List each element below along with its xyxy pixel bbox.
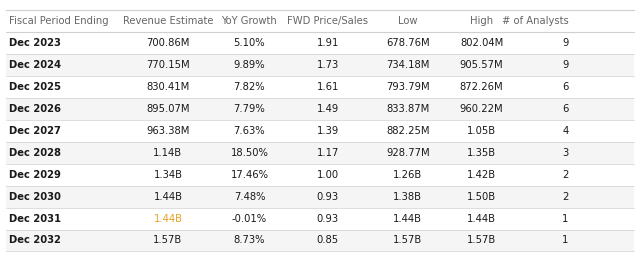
Text: Low: Low bbox=[398, 16, 417, 26]
Text: Dec 2026: Dec 2026 bbox=[9, 104, 61, 114]
Text: 1.39: 1.39 bbox=[317, 126, 339, 136]
Text: 4: 4 bbox=[562, 126, 568, 136]
Text: 1.49: 1.49 bbox=[317, 104, 339, 114]
Text: 1.44B: 1.44B bbox=[467, 214, 496, 224]
Text: 734.18M: 734.18M bbox=[386, 60, 429, 70]
Text: 5.10%: 5.10% bbox=[234, 38, 265, 48]
Bar bbox=[6, 186, 634, 208]
Bar bbox=[6, 120, 634, 142]
Text: 6: 6 bbox=[562, 104, 568, 114]
Text: 1.00: 1.00 bbox=[317, 170, 339, 180]
Text: 1.14B: 1.14B bbox=[154, 148, 182, 158]
Text: 1.35B: 1.35B bbox=[467, 148, 496, 158]
Text: 895.07M: 895.07M bbox=[146, 104, 189, 114]
Text: 9: 9 bbox=[562, 38, 568, 48]
Bar bbox=[6, 208, 634, 230]
Text: YoY Growth: YoY Growth bbox=[221, 16, 277, 26]
Text: 1: 1 bbox=[562, 235, 568, 246]
Text: Fiscal Period Ending: Fiscal Period Ending bbox=[9, 16, 109, 26]
Text: 9: 9 bbox=[562, 60, 568, 70]
Text: 793.79M: 793.79M bbox=[386, 82, 429, 92]
Text: 1.57B: 1.57B bbox=[467, 235, 496, 246]
Text: 0.93: 0.93 bbox=[317, 214, 339, 224]
Text: Dec 2028: Dec 2028 bbox=[9, 148, 61, 158]
Text: 18.50%: 18.50% bbox=[230, 148, 268, 158]
Text: 882.25M: 882.25M bbox=[386, 126, 429, 136]
Text: 830.41M: 830.41M bbox=[147, 82, 189, 92]
Text: 9.89%: 9.89% bbox=[234, 60, 265, 70]
Bar bbox=[6, 164, 634, 186]
Text: 963.38M: 963.38M bbox=[146, 126, 189, 136]
Bar bbox=[6, 142, 634, 164]
Bar bbox=[6, 98, 634, 120]
Text: 1.44B: 1.44B bbox=[154, 214, 182, 224]
Bar bbox=[6, 54, 634, 76]
Text: 872.26M: 872.26M bbox=[460, 82, 503, 92]
Text: Dec 2024: Dec 2024 bbox=[9, 60, 61, 70]
Text: 960.22M: 960.22M bbox=[460, 104, 503, 114]
Text: 770.15M: 770.15M bbox=[146, 60, 189, 70]
Text: 0.93: 0.93 bbox=[317, 192, 339, 202]
Text: 1.73: 1.73 bbox=[317, 60, 339, 70]
Text: Dec 2032: Dec 2032 bbox=[9, 235, 61, 246]
Text: 7.82%: 7.82% bbox=[234, 82, 265, 92]
Text: # of Analysts: # of Analysts bbox=[502, 16, 568, 26]
Text: 1.57B: 1.57B bbox=[153, 235, 182, 246]
Text: 700.86M: 700.86M bbox=[146, 38, 189, 48]
Text: 7.79%: 7.79% bbox=[234, 104, 266, 114]
Text: 1.61: 1.61 bbox=[317, 82, 339, 92]
Text: Dec 2030: Dec 2030 bbox=[9, 192, 61, 202]
Text: 0.85: 0.85 bbox=[317, 235, 339, 246]
Text: 905.57M: 905.57M bbox=[460, 60, 503, 70]
Text: 6: 6 bbox=[562, 82, 568, 92]
Text: FWD Price/Sales: FWD Price/Sales bbox=[287, 16, 369, 26]
Text: 928.77M: 928.77M bbox=[386, 148, 429, 158]
Text: 7.63%: 7.63% bbox=[234, 126, 265, 136]
Bar bbox=[6, 76, 634, 98]
Bar bbox=[6, 230, 634, 251]
Text: 1.38B: 1.38B bbox=[394, 192, 422, 202]
Text: 678.76M: 678.76M bbox=[386, 38, 429, 48]
Text: 7.48%: 7.48% bbox=[234, 192, 265, 202]
Text: High: High bbox=[470, 16, 493, 26]
Text: 1.57B: 1.57B bbox=[393, 235, 422, 246]
Text: 1: 1 bbox=[562, 214, 568, 224]
Text: 1.26B: 1.26B bbox=[393, 170, 422, 180]
Text: 1.44B: 1.44B bbox=[394, 214, 422, 224]
Text: Dec 2027: Dec 2027 bbox=[9, 126, 61, 136]
Text: 2: 2 bbox=[562, 192, 568, 202]
Text: Dec 2031: Dec 2031 bbox=[9, 214, 61, 224]
Text: 802.04M: 802.04M bbox=[460, 38, 503, 48]
Text: 2: 2 bbox=[562, 170, 568, 180]
Text: 1.91: 1.91 bbox=[317, 38, 339, 48]
Text: 833.87M: 833.87M bbox=[386, 104, 429, 114]
Text: Revenue Estimate: Revenue Estimate bbox=[123, 16, 213, 26]
Text: 8.73%: 8.73% bbox=[234, 235, 265, 246]
Text: 3: 3 bbox=[562, 148, 568, 158]
Text: 1.17: 1.17 bbox=[317, 148, 339, 158]
Text: Dec 2029: Dec 2029 bbox=[9, 170, 61, 180]
Bar bbox=[6, 32, 634, 54]
Text: 1.44B: 1.44B bbox=[154, 192, 182, 202]
Text: 1.05B: 1.05B bbox=[467, 126, 496, 136]
Text: 1.42B: 1.42B bbox=[467, 170, 496, 180]
Text: Dec 2023: Dec 2023 bbox=[9, 38, 61, 48]
Text: 1.50B: 1.50B bbox=[467, 192, 496, 202]
Text: 17.46%: 17.46% bbox=[230, 170, 268, 180]
Text: 1.34B: 1.34B bbox=[154, 170, 182, 180]
Text: Dec 2025: Dec 2025 bbox=[9, 82, 61, 92]
Text: -0.01%: -0.01% bbox=[232, 214, 267, 224]
